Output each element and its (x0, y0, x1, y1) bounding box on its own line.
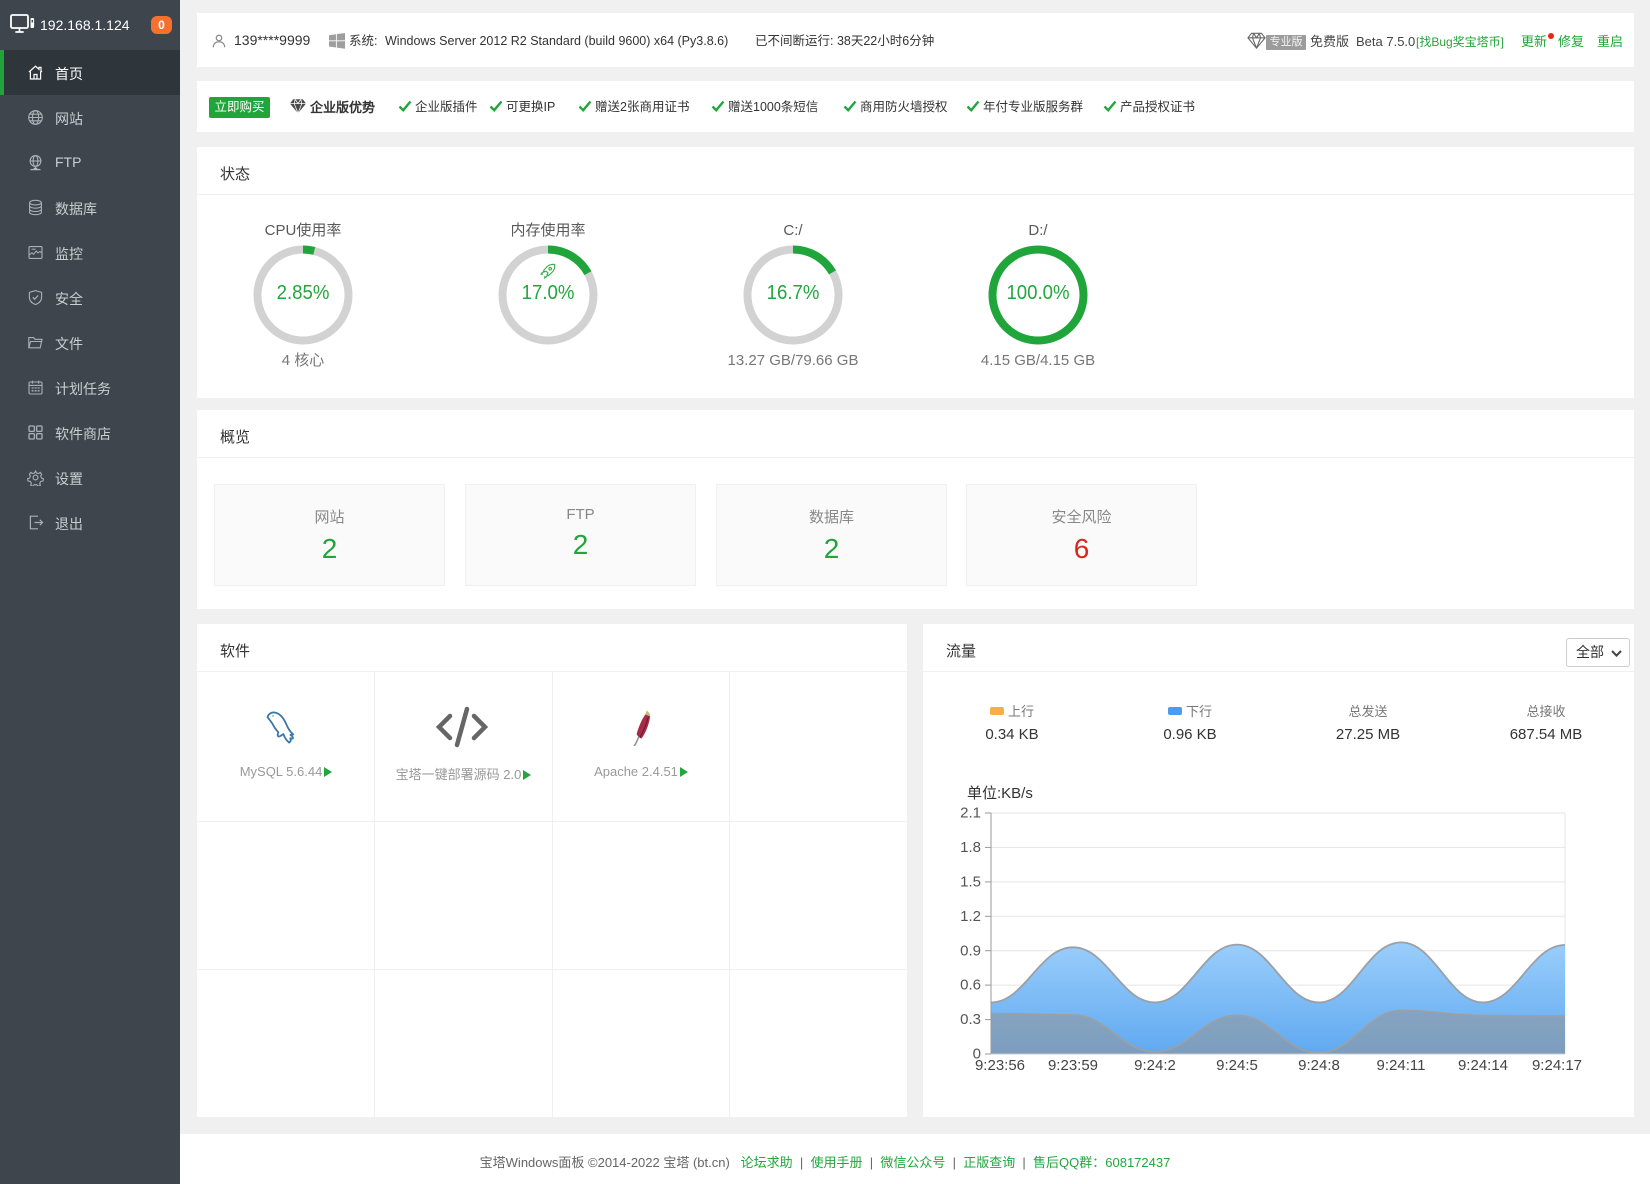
svg-text:1.8: 1.8 (960, 839, 981, 856)
svg-text:1.5: 1.5 (960, 874, 981, 891)
svg-text:9:24:2: 9:24:2 (1134, 1057, 1176, 1074)
svg-text:9:24:17: 9:24:17 (1532, 1057, 1582, 1074)
svg-text:9:24:11: 9:24:11 (1377, 1057, 1426, 1074)
svg-text:单位:KB/s: 单位:KB/s (967, 785, 1033, 802)
svg-text:0.6: 0.6 (960, 977, 981, 994)
svg-text:0.3: 0.3 (960, 1011, 981, 1028)
svg-text:9:24:5: 9:24:5 (1216, 1057, 1258, 1074)
svg-text:9:24:14: 9:24:14 (1458, 1057, 1508, 1074)
svg-text:9:23:59: 9:23:59 (1048, 1057, 1098, 1074)
svg-text:1.2: 1.2 (960, 908, 981, 925)
svg-text:2.1: 2.1 (960, 805, 981, 822)
svg-text:9:24:8: 9:24:8 (1298, 1057, 1340, 1074)
svg-text:9:23:56: 9:23:56 (975, 1057, 1025, 1074)
svg-text:0: 0 (973, 1046, 981, 1063)
svg-text:0.9: 0.9 (960, 942, 981, 959)
